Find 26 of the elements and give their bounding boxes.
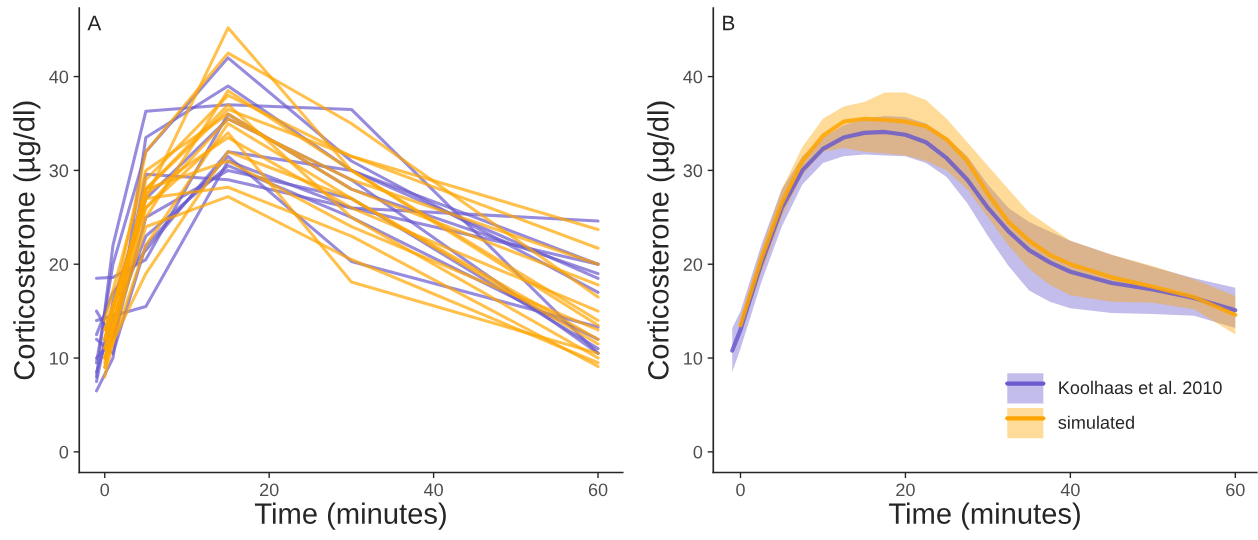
- x-tick-label: 20: [896, 483, 915, 497]
- legend-label: Koolhaas et al. 2010: [1059, 380, 1222, 395]
- annotation: B: [723, 15, 735, 31]
- legend-label: simulated: [1058, 415, 1134, 429]
- annotation: A: [87, 15, 102, 31]
- x-tick-label: 60: [1226, 483, 1245, 497]
- x-tick-label: 0: [100, 483, 110, 497]
- y-tick-label: 30: [683, 164, 703, 178]
- x-tick-label: 20: [260, 483, 279, 497]
- x-tick-label: 40: [423, 483, 443, 497]
- y-axis-title: Corticosterone (µg/dl): [647, 101, 675, 380]
- y-tick-label: 40: [683, 70, 703, 84]
- x-axis-title: Time (minutes): [254, 502, 446, 530]
- y-tick-label: 10: [50, 351, 69, 365]
- y-tick-label: 20: [683, 258, 703, 271]
- y-tick-label: 10: [684, 351, 703, 365]
- x-tick-label: 0: [736, 483, 745, 497]
- y-tick-label: 0: [693, 445, 703, 459]
- x-tick-label: 60: [588, 483, 608, 497]
- y-tick-label: 20: [49, 258, 69, 271]
- y-axis-title: Corticosterone (µg/dl): [13, 101, 41, 380]
- y-tick-label: 40: [49, 70, 69, 84]
- y-tick-label: 30: [49, 164, 69, 178]
- y-tick-label: 0: [59, 445, 69, 459]
- x-axis-title: Time (minutes): [888, 502, 1080, 530]
- x-tick-label: 40: [1060, 483, 1080, 497]
